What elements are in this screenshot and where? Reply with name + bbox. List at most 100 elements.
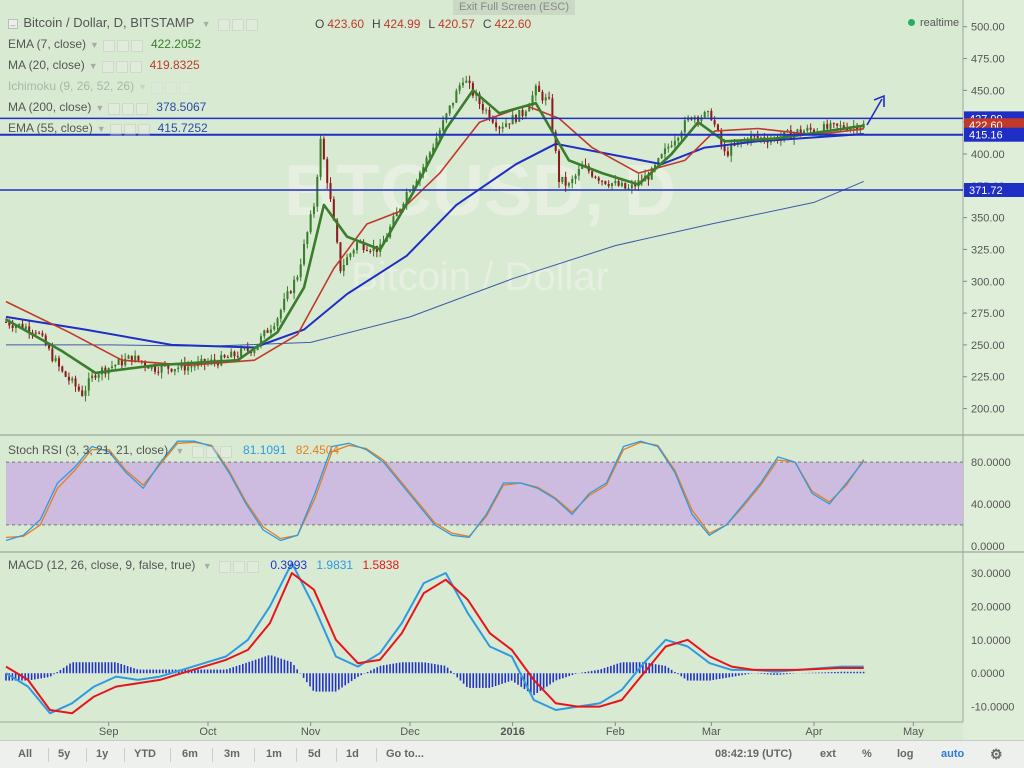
candle-body <box>422 167 425 173</box>
gear-icon[interactable]: ⚙ <box>990 746 1003 762</box>
candle-body <box>624 182 627 189</box>
candle-body <box>293 279 296 294</box>
ma20-line <box>5 104 864 367</box>
indicator-legend-row: MA (200, close) ▼ 378.5067 <box>8 98 206 116</box>
chevron-down-icon[interactable]: ▼ <box>138 82 147 92</box>
candle-body <box>521 110 524 117</box>
candle-body <box>187 366 190 371</box>
gear-icon[interactable] <box>123 123 136 136</box>
toolbar-separator <box>124 748 125 762</box>
ext-toggle[interactable]: ext <box>820 748 836 760</box>
candle-body <box>144 362 147 367</box>
candle-body <box>395 211 398 217</box>
exit-fullscreen-button[interactable]: Exit Full Screen (ESC) <box>453 0 575 15</box>
chevron-down-icon[interactable]: ▼ <box>95 103 105 113</box>
price-tick-label: 500.00 <box>971 22 1005 34</box>
close-icon[interactable] <box>219 445 232 458</box>
candle-body <box>84 390 87 396</box>
close-icon[interactable] <box>129 60 142 73</box>
candle-body <box>346 257 349 266</box>
macd-legend: MACD (12, 26, close, 9, false, true) ▼ 0… <box>8 556 399 574</box>
candle-body <box>223 355 226 358</box>
eye-icon[interactable] <box>108 102 121 115</box>
chevron-down-icon[interactable]: ▼ <box>96 124 106 134</box>
candle-body <box>286 291 289 299</box>
eye-icon[interactable] <box>102 39 115 52</box>
indicator-value: 415.7252 <box>157 121 208 135</box>
range-button-5y[interactable]: 5y <box>58 748 71 760</box>
eye-icon[interactable] <box>151 81 163 94</box>
eye-icon[interactable] <box>109 123 122 136</box>
indicator-value: 378.5067 <box>156 100 207 114</box>
candle-body <box>44 335 47 346</box>
macd-tick-label: 0.0000 <box>971 668 1005 680</box>
gear-icon[interactable] <box>116 39 129 52</box>
macd-signal-value: 1.5838 <box>362 558 400 572</box>
candle-body <box>826 124 829 129</box>
live-dot-icon <box>908 19 915 26</box>
indicator-legend-row: EMA (7, close) ▼ 422.2052 <box>8 35 201 53</box>
range-button-all[interactable]: All <box>18 748 33 760</box>
price-tick-label: 400.00 <box>971 149 1005 161</box>
candle-body <box>620 182 623 186</box>
candle-body <box>127 355 130 359</box>
eye-icon[interactable] <box>217 18 230 31</box>
candle-body <box>296 277 299 280</box>
toolbar-separator <box>376 748 377 762</box>
eye-icon[interactable] <box>191 445 204 458</box>
candle-body <box>501 126 504 129</box>
chevron-down-icon[interactable]: ▼ <box>202 561 212 571</box>
candle-body <box>461 82 465 86</box>
macd-hist-value: 0.3993 <box>270 558 308 572</box>
range-button-5d[interactable]: 5d <box>308 748 321 760</box>
range-button-1d[interactable]: 1d <box>346 748 359 760</box>
candle-body <box>554 131 557 151</box>
range-button-6m[interactable]: 6m <box>182 748 198 760</box>
close-icon[interactable] <box>136 102 149 115</box>
percent-toggle[interactable]: % <box>862 748 872 760</box>
candle-body <box>591 171 594 177</box>
ma200-line <box>6 180 864 347</box>
candle-body <box>716 124 719 131</box>
candle-body <box>329 183 332 200</box>
chevron-down-icon[interactable]: ▼ <box>175 446 185 456</box>
gear-icon[interactable] <box>231 18 244 31</box>
close-icon[interactable] <box>130 39 143 52</box>
close-icon[interactable] <box>247 560 260 573</box>
price-label-text: 371.72 <box>969 185 1003 197</box>
candle-body <box>511 114 514 125</box>
candle-body <box>634 184 637 187</box>
candle-body <box>332 199 335 221</box>
chart-canvas[interactable]: BTCUSD, D Bitcoin / Dollar 200.00 225.00 250… <box>0 0 1024 740</box>
close-icon[interactable] <box>179 81 191 94</box>
gear-icon[interactable] <box>205 445 218 458</box>
price-tick-label: 325.00 <box>971 244 1005 256</box>
candle-body <box>673 140 676 146</box>
eye-icon[interactable] <box>219 560 232 573</box>
candle-body <box>283 298 286 310</box>
gear-icon[interactable] <box>122 102 135 115</box>
candle-body <box>488 109 491 119</box>
gear-icon[interactable] <box>115 60 128 73</box>
chevron-down-icon[interactable]: ▼ <box>90 40 99 50</box>
chevron-down-icon[interactable]: ▼ <box>201 19 211 29</box>
range-button-ytd[interactable]: YTD <box>134 748 156 760</box>
gear-icon[interactable] <box>165 81 177 94</box>
annotation-arrow-shaft <box>866 98 883 126</box>
candle-body <box>312 206 315 215</box>
collapse-icon[interactable]: – <box>8 18 18 30</box>
goto-date-button[interactable]: Go to... <box>386 748 424 760</box>
range-button-1y[interactable]: 1y <box>96 748 109 760</box>
gear-icon[interactable] <box>233 560 246 573</box>
candle-body <box>266 330 269 333</box>
candle-body <box>561 176 564 183</box>
log-toggle[interactable]: log <box>897 748 914 760</box>
auto-toggle[interactable]: auto <box>941 748 965 760</box>
range-button-1m[interactable]: 1m <box>266 748 282 760</box>
candle-body <box>458 85 461 91</box>
close-icon[interactable] <box>245 18 258 31</box>
eye-icon[interactable] <box>101 60 114 73</box>
range-button-3m[interactable]: 3m <box>224 748 240 760</box>
chevron-down-icon[interactable]: ▼ <box>88 61 98 71</box>
close-icon[interactable] <box>137 123 150 136</box>
